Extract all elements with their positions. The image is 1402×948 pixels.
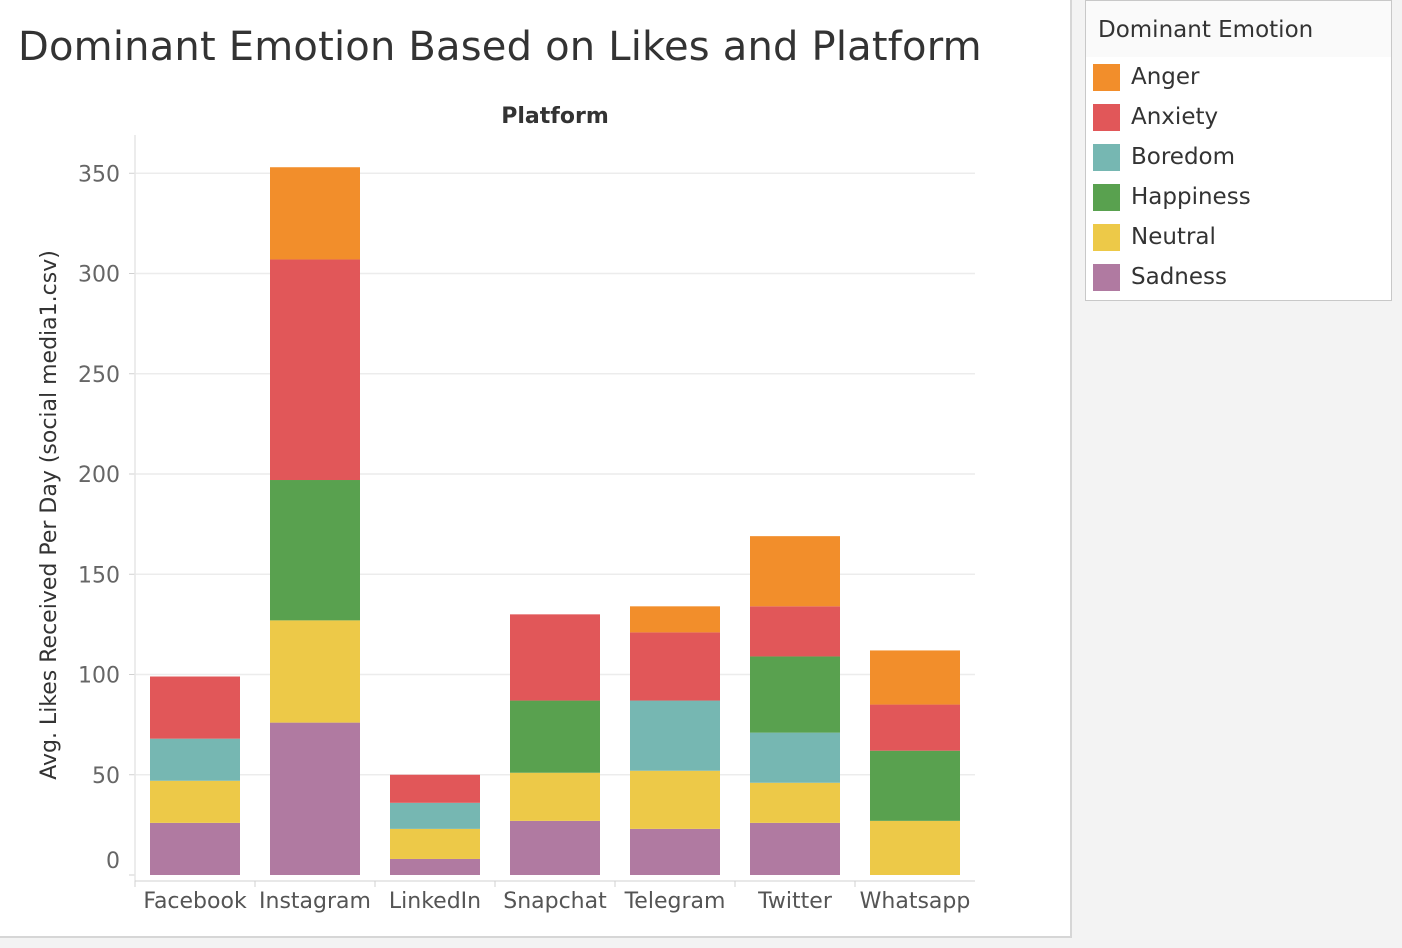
y-tick-label-250: 250 [78, 363, 120, 388]
legend-item-sadness[interactable]: Sadness [1086, 257, 1391, 297]
legend-item-boredom[interactable]: Boredom [1086, 137, 1391, 177]
y-tick-label-150: 150 [78, 563, 120, 588]
bar-linkedin-boredom [390, 802, 480, 829]
legend-swatch-boredom [1093, 143, 1120, 171]
y-tick-label-200: 200 [78, 463, 120, 488]
x-tick-label-instagram: Instagram [259, 889, 371, 914]
y-tick-label-100: 100 [78, 664, 120, 689]
bar-whatsapp-anxiety [870, 704, 960, 751]
legend-item-neutral[interactable]: Neutral [1086, 217, 1391, 257]
bar-linkedin-sadness [390, 858, 480, 875]
bar-twitter-sadness [750, 822, 840, 875]
legend-swatch-neutral [1093, 223, 1120, 251]
bar-telegram-neutral [630, 770, 720, 829]
x-tick-label-twitter: Twitter [757, 889, 833, 914]
bar-instagram-neutral [270, 620, 360, 723]
legend-swatch-sadness [1093, 263, 1120, 291]
x-header-label: Platform [501, 104, 609, 129]
bar-instagram-anger [270, 167, 360, 260]
legend-item-anger[interactable]: Anger [1086, 57, 1391, 97]
y-tick-label-0: 0 [106, 849, 120, 874]
bar-linkedin-anxiety [390, 774, 480, 803]
y-tick-label-50: 50 [92, 764, 120, 789]
bar-snapchat-neutral [510, 772, 600, 821]
bar-snapchat-happiness [510, 700, 600, 773]
legend-title: Dominant Emotion [1086, 1, 1391, 57]
bar-facebook-neutral [150, 780, 240, 823]
legend-label-anger: Anger [1131, 64, 1200, 90]
y-tick-label-350: 350 [78, 162, 120, 187]
bar-telegram-boredom [630, 700, 720, 771]
x-tick-label-facebook: Facebook [143, 889, 247, 914]
bar-whatsapp-anger [870, 650, 960, 705]
bar-twitter-anger [750, 536, 840, 607]
bar-facebook-anxiety [150, 676, 240, 739]
legend-label-neutral: Neutral [1131, 224, 1216, 250]
legend-swatch-anger [1093, 63, 1120, 91]
bar-facebook-boredom [150, 738, 240, 781]
bar-instagram-anxiety [270, 259, 360, 481]
legend-item-anxiety[interactable]: Anxiety [1086, 97, 1391, 137]
legend: Dominant Emotion Anger Anxiety Boredom H… [1085, 0, 1392, 301]
x-tick-label-linkedin: LinkedIn [389, 889, 481, 914]
y-axis-label: Avg. Likes Received Per Day (social medi… [37, 250, 62, 780]
bar-snapchat-sadness [510, 820, 600, 875]
bar-telegram-anger [630, 606, 720, 633]
chart-title: Dominant Emotion Based on Likes and Plat… [18, 24, 982, 70]
bar-telegram-sadness [630, 828, 720, 875]
bar-twitter-neutral [750, 782, 840, 823]
x-tick-label-snapchat: Snapchat [503, 889, 607, 914]
legend-swatch-happiness [1093, 183, 1120, 211]
y-tick-label-300: 300 [78, 263, 120, 288]
bar-instagram-sadness [270, 722, 360, 875]
x-tick-label-whatsapp: Whatsapp [860, 889, 971, 914]
bar-snapchat-anxiety [510, 614, 600, 701]
chart-area: Dominant Emotion Based on Likes and Plat… [0, 0, 1072, 938]
bar-instagram-happiness [270, 480, 360, 621]
legend-label-anxiety: Anxiety [1131, 104, 1219, 130]
bar-whatsapp-neutral [870, 820, 960, 875]
bar-twitter-happiness [750, 656, 840, 733]
legend-item-happiness[interactable]: Happiness [1086, 177, 1391, 217]
bar-facebook-sadness [150, 822, 240, 875]
x-tick-label-telegram: Telegram [624, 889, 726, 914]
legend-label-sadness: Sadness [1131, 264, 1227, 290]
legend-label-happiness: Happiness [1131, 184, 1251, 210]
stacked-bar-chart: 0 50 100 150 200 250 300 350 Platform Avg. Likes … [37, 104, 975, 914]
legend-label-boredom: Boredom [1131, 144, 1236, 170]
bar-linkedin-neutral [390, 828, 480, 859]
bar-twitter-boredom [750, 732, 840, 783]
legend-swatch-anxiety [1093, 103, 1120, 131]
bar-telegram-anxiety [630, 632, 720, 701]
bar-twitter-anxiety [750, 606, 840, 657]
bar-whatsapp-happiness [870, 750, 960, 821]
